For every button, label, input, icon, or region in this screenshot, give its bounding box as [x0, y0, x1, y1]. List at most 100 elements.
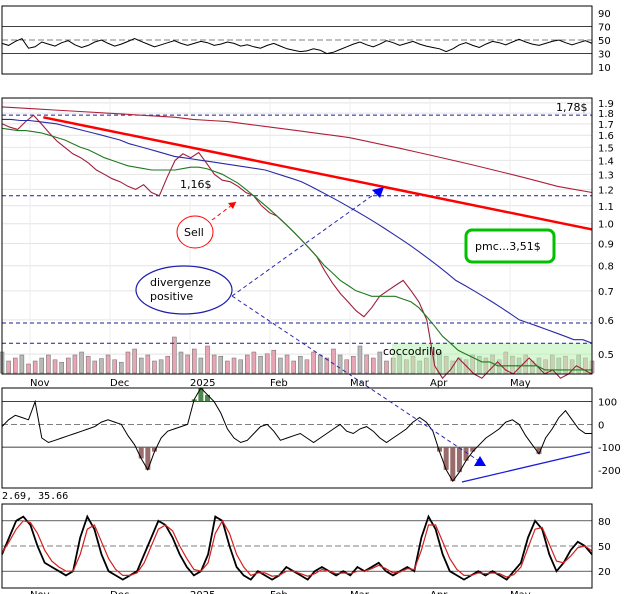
rsi-tick-label: 90	[598, 9, 611, 20]
price-tick-label: 1.5	[598, 143, 614, 154]
stoch-x-label: Dec	[110, 590, 129, 594]
divergence-arrow-down	[231, 295, 483, 464]
volume-bar	[105, 354, 111, 374]
price-series-ma-short	[1, 127, 592, 371]
volume-bar	[291, 360, 296, 374]
volume-bar	[357, 345, 363, 374]
rsi-frame	[1, 5, 593, 75]
volume-bar	[284, 354, 290, 374]
price-tick-label: 1.1	[598, 202, 614, 213]
volume-bar	[13, 357, 18, 374]
stoch-header: 2.69, 35.66	[2, 491, 68, 502]
volume-bar	[19, 354, 25, 374]
price-series-ma-long	[1, 106, 593, 194]
volume-bar	[278, 357, 283, 374]
cci-support-line	[461, 451, 591, 483]
divergence-label-2: positive	[150, 290, 193, 303]
volume-bar	[351, 355, 356, 374]
price-x-label: Apr	[430, 378, 448, 389]
volume-bar	[225, 360, 230, 374]
volume-bar	[198, 357, 204, 374]
price-x-label: Mar	[350, 378, 370, 389]
volume-bar	[32, 360, 38, 374]
volume-bar	[251, 351, 257, 374]
volume-bar	[59, 361, 64, 374]
stoch-tick-label: 20	[598, 567, 611, 578]
volume-bar	[185, 354, 190, 374]
volume-bar	[364, 354, 369, 374]
price-tick-label: 1.4	[598, 156, 614, 167]
volume-bar	[344, 359, 349, 374]
cci-tick-label: -100	[598, 443, 621, 454]
volume-bar	[264, 353, 270, 374]
price-trendline	[43, 116, 593, 231]
stoch-x-label: Apr	[430, 590, 448, 594]
volume-bar	[52, 359, 58, 374]
stoch-slow-line	[1, 519, 593, 578]
volume-bar	[311, 351, 316, 374]
volume-bar	[158, 359, 164, 374]
price-x-label: Feb	[270, 378, 288, 389]
volume-bar	[191, 348, 197, 374]
price-panel: 0.50.60.70.80.91.01.11.21.31.41.51.61.71…	[0, 97, 614, 389]
volume-bar	[138, 357, 144, 374]
volume-bar	[384, 360, 389, 374]
volume-bar	[66, 357, 71, 374]
rsi-tick-label: 10	[598, 63, 611, 74]
volume-bar	[324, 357, 330, 374]
price-x-label: May	[510, 378, 531, 389]
stoch-tick-label: 80	[598, 517, 611, 528]
volume-bar	[132, 348, 137, 374]
volume-bar	[92, 360, 98, 374]
sell-label: Sell	[184, 226, 204, 239]
volume-bar	[211, 354, 217, 374]
cci-tick-label: -200	[598, 466, 621, 477]
level-178-label: 1,78$	[556, 101, 588, 114]
volume-bar	[238, 359, 243, 374]
pmc-box	[464, 228, 556, 264]
volume-bar	[370, 357, 376, 374]
price-tick-label: 0.7	[598, 287, 614, 298]
volume-bar	[317, 354, 323, 374]
price-tick-label: 1.7	[598, 120, 614, 131]
price-tick-label: 1.8	[598, 109, 614, 120]
divergence-label-1: divergenze	[150, 276, 211, 289]
volume-bar	[125, 351, 131, 374]
volume-bar	[271, 349, 277, 374]
volume-bar	[231, 357, 237, 374]
price-tick-label: 1.9	[598, 99, 614, 110]
rsi-line	[1, 37, 593, 55]
divergence-arrow-up	[231, 189, 381, 297]
price-tick-label: 0.8	[598, 262, 614, 273]
volume-bar	[304, 359, 310, 374]
volume-bar	[165, 355, 170, 374]
rsi-panel: 10 30 50 70 90	[1, 5, 611, 75]
volume-bar	[205, 345, 210, 374]
volume-bar	[337, 354, 343, 374]
cci-tick-label: 0	[598, 420, 604, 431]
stoch-frame	[1, 503, 593, 589]
volume-bar	[145, 354, 151, 374]
sell-callout	[176, 215, 214, 249]
stoch-fast-line	[1, 514, 593, 581]
volume-bar	[46, 354, 51, 374]
volume-bar	[79, 351, 84, 374]
stoch-x-label: May	[510, 590, 531, 594]
price-x-label: Dec	[110, 378, 129, 389]
cci-panel: 100 0 -100 -200	[1, 295, 621, 489]
level-116-label: 1,16$	[180, 178, 212, 191]
volume-bar	[99, 358, 104, 374]
stochastic-panel: 20 50 80 2.69, 35.66 Nov Dec 2025 Feb Mar Apr May	[1, 491, 611, 594]
price-tick-label: 0.6	[598, 316, 614, 327]
price-series-ma-mid	[2, 118, 593, 344]
volume-bar	[39, 357, 45, 374]
rsi-tick-label: 70	[598, 22, 611, 33]
volume-bar	[119, 361, 124, 374]
rsi-tick-label: 30	[598, 50, 611, 61]
price-frame	[1, 97, 593, 375]
coccodrillo-zone	[392, 343, 592, 374]
volume-bar	[218, 355, 224, 374]
price-x-label: Nov	[30, 378, 50, 389]
